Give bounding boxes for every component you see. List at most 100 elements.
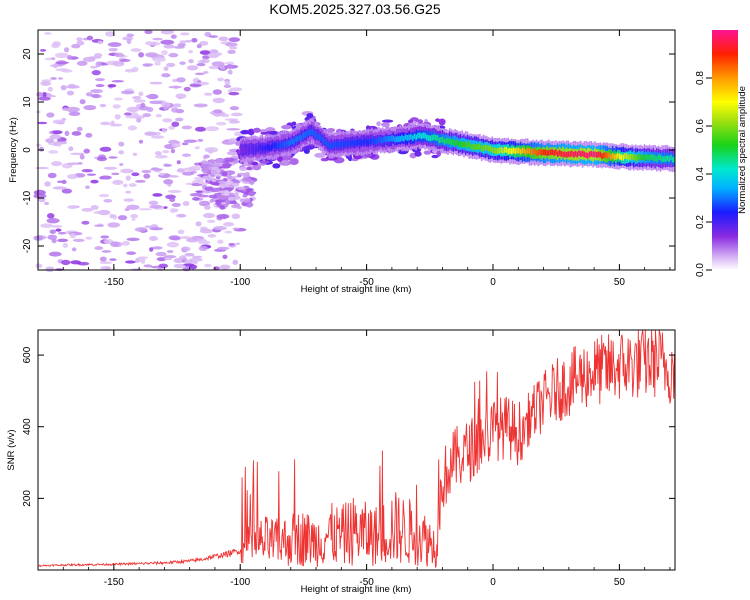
noise-blob [52, 41, 61, 47]
noise-blob [188, 264, 198, 270]
noise-blob [243, 198, 251, 203]
noise-blob [123, 183, 128, 188]
ridge-band [443, 138, 446, 145]
noise-blob [216, 121, 227, 126]
noise-blob [226, 151, 239, 156]
noise-blob [101, 250, 112, 253]
ridge-band [565, 151, 568, 158]
noise-blob [158, 263, 169, 269]
ridge-band [298, 134, 301, 141]
noise-blob [118, 141, 125, 147]
noise-blob [218, 183, 230, 189]
ridge-band [477, 143, 479, 150]
noise-blob [126, 106, 140, 113]
ridge-blob [251, 161, 259, 166]
ridge-band [314, 131, 317, 138]
noise-blob [66, 174, 78, 180]
noise-blob [50, 77, 57, 80]
noise-blob [246, 188, 252, 192]
noise-blob [201, 167, 209, 173]
ridge-band [392, 135, 394, 142]
snr-ytick-label: 400 [22, 418, 33, 435]
noise-blob [124, 260, 136, 264]
noise-blob [121, 240, 130, 246]
ridge-band [576, 151, 579, 158]
noise-blob [45, 138, 55, 143]
ridge-band [383, 135, 386, 142]
ridge-band [528, 147, 531, 154]
ridge-band [571, 150, 573, 157]
spectrogram-xtick-label: -50 [359, 277, 374, 288]
noise-blob [126, 237, 140, 242]
ridge-band [376, 138, 379, 145]
noise-blob [163, 179, 174, 185]
ridge-band [551, 149, 554, 156]
noise-blob [51, 238, 57, 244]
noise-blob [182, 266, 191, 272]
noise-blob [231, 213, 241, 220]
noise-blob [124, 68, 136, 73]
ridge-band [581, 150, 584, 157]
ridge-blob [306, 113, 314, 119]
ridge-band [330, 142, 333, 149]
ridge-band [523, 147, 525, 154]
noise-blob [183, 86, 191, 92]
ridge-band [516, 147, 518, 154]
ridge-band [532, 148, 534, 155]
noise-blob [218, 180, 226, 185]
ridge-band [521, 147, 524, 154]
noise-blob [46, 94, 57, 98]
noise-blob [119, 59, 131, 62]
noise-blob [161, 50, 168, 56]
ridge-band [436, 135, 439, 141]
noise-blob [39, 48, 47, 52]
noise-blob [99, 146, 112, 152]
spectrogram-xtick-label: -100 [230, 277, 250, 288]
noise-blob [109, 258, 117, 262]
noise-blob [100, 121, 111, 126]
colorbar-ticks: 0.0 0.2 0.4 0.6 0.8 [695, 71, 712, 277]
noise-blob [193, 103, 208, 108]
noise-blob [194, 146, 200, 150]
noise-blob [206, 176, 212, 182]
ridge-band [261, 145, 264, 152]
noise-blob [220, 113, 230, 118]
noise-blob [208, 65, 220, 70]
noise-blob [176, 168, 186, 173]
noise-blob [161, 128, 167, 133]
noise-blob [50, 225, 63, 228]
snr-xtick-label: 50 [614, 577, 626, 588]
snr-xtick-label: -150 [104, 577, 124, 588]
noise-blob [191, 255, 203, 259]
ridge-band [484, 144, 487, 151]
noise-blob [109, 213, 115, 219]
ridge-band [426, 134, 428, 141]
ridge-band [652, 154, 655, 161]
snr-xtick-label: 0 [490, 577, 496, 588]
noise-blob [189, 193, 203, 197]
ridge-band [250, 146, 253, 153]
ridge-band [578, 150, 580, 156]
noise-blob [131, 218, 136, 221]
ridge-band [606, 152, 609, 159]
noise-blob [40, 223, 53, 228]
ridge-band [270, 144, 272, 151]
noise-blob [43, 201, 50, 206]
noise-blob [42, 92, 47, 97]
noise-blob [189, 84, 202, 87]
ridge-band [447, 137, 449, 144]
colorbar: 0.0 0.2 0.4 0.6 0.8 Normalized spectral ampl… [695, 30, 748, 277]
ridge-band [661, 156, 663, 162]
snr-panel: -150 -100 -50 0 50 200 400 600 Height of straig… [6, 329, 676, 595]
ridge-band [351, 139, 354, 146]
ridge-band [420, 133, 423, 140]
noise-blob [200, 58, 210, 64]
noise-blob [182, 153, 192, 157]
ridge-band [303, 132, 306, 138]
noise-blob [226, 64, 233, 69]
noise-blob [81, 207, 94, 212]
noise-blob [138, 208, 153, 211]
ridge-band [567, 151, 570, 158]
ridge-band [457, 141, 460, 147]
